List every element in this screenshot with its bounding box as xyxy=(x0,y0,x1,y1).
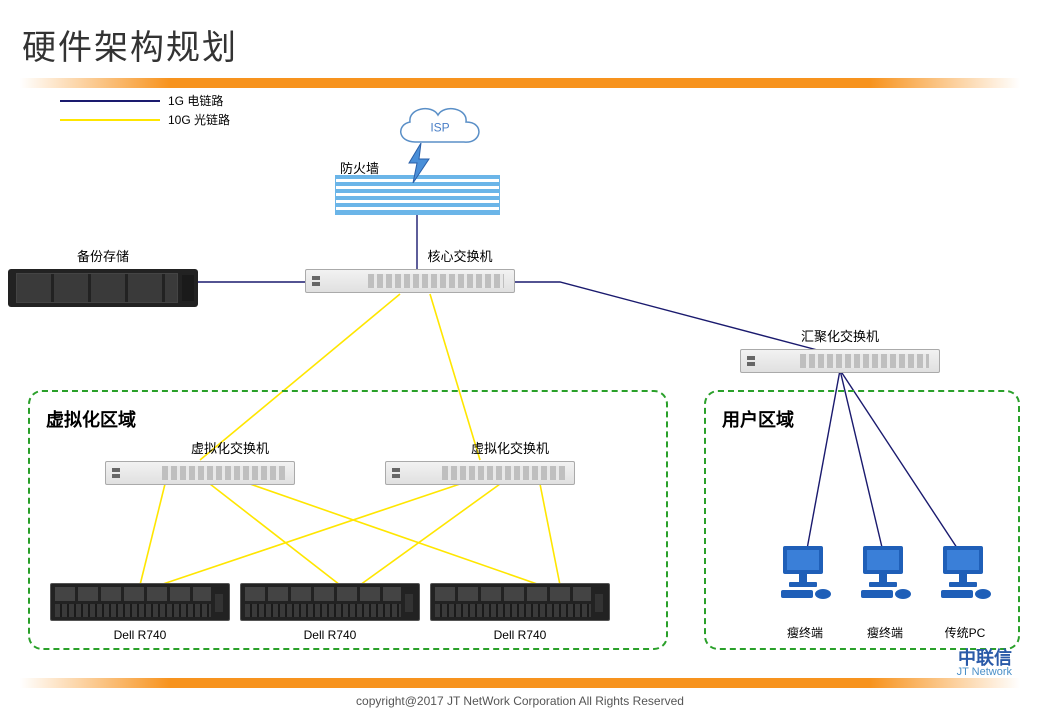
virtual-switch-2: 虚拟化交换机 xyxy=(385,438,575,485)
footer-logo-en: JT Network xyxy=(957,667,1012,678)
thin-client-1 xyxy=(775,540,835,605)
virtual-switch-2-label: 虚拟化交换机 xyxy=(445,438,575,457)
server-3-icon xyxy=(430,583,610,621)
virtual-switch-1-label: 虚拟化交换机 xyxy=(165,438,295,457)
copyright: copyright@2017 JT NetWork Corporation Al… xyxy=(356,694,684,708)
virtual-switch-1-icon xyxy=(105,461,295,485)
backup-storage: 备份存储 xyxy=(8,246,198,307)
lightning-icon xyxy=(405,143,433,183)
desktop-icon xyxy=(855,540,915,600)
aggregation-switch-label: 汇聚化交换机 xyxy=(740,326,940,345)
server-2-label: Dell R740 xyxy=(300,628,360,642)
server-3-label: Dell R740 xyxy=(490,628,550,642)
storage-icon xyxy=(8,269,198,307)
user-zone-title: 用户区域 xyxy=(722,406,794,432)
footer-logo: 中联信 JT Network xyxy=(957,649,1012,678)
traditional-pc xyxy=(935,540,995,605)
isp-label: ISP xyxy=(430,120,449,134)
traditional-pc-label: 传统PC xyxy=(940,624,990,641)
desktop-icon xyxy=(935,540,995,600)
server-1 xyxy=(50,583,230,621)
thin-client-2 xyxy=(855,540,915,605)
aggregation-switch-icon xyxy=(740,349,940,373)
server-3 xyxy=(430,583,610,621)
core-switch-label: 核心交换机 xyxy=(405,246,515,265)
server-2 xyxy=(240,583,420,621)
server-1-label: Dell R740 xyxy=(110,628,170,642)
thin-client-2-label: 瘦终端 xyxy=(860,624,910,641)
user-zone: 用户区域 xyxy=(704,390,1020,650)
virtual-switch-1: 虚拟化交换机 xyxy=(105,438,295,485)
virtual-switch-2-icon xyxy=(385,461,575,485)
footer-logo-cn: 中联信 xyxy=(957,649,1012,667)
desktop-icon xyxy=(775,540,835,600)
server-1-icon xyxy=(50,583,230,621)
virtualization-zone-title: 虚拟化区域 xyxy=(46,406,136,432)
divider-bottom xyxy=(20,678,1020,688)
core-switch-icon xyxy=(305,269,515,293)
thin-client-1-label: 瘦终端 xyxy=(780,624,830,641)
backup-storage-label: 备份存储 xyxy=(8,246,198,265)
server-2-icon xyxy=(240,583,420,621)
core-switch: 核心交换机 xyxy=(305,246,515,293)
aggregation-switch: 汇聚化交换机 xyxy=(740,326,940,373)
